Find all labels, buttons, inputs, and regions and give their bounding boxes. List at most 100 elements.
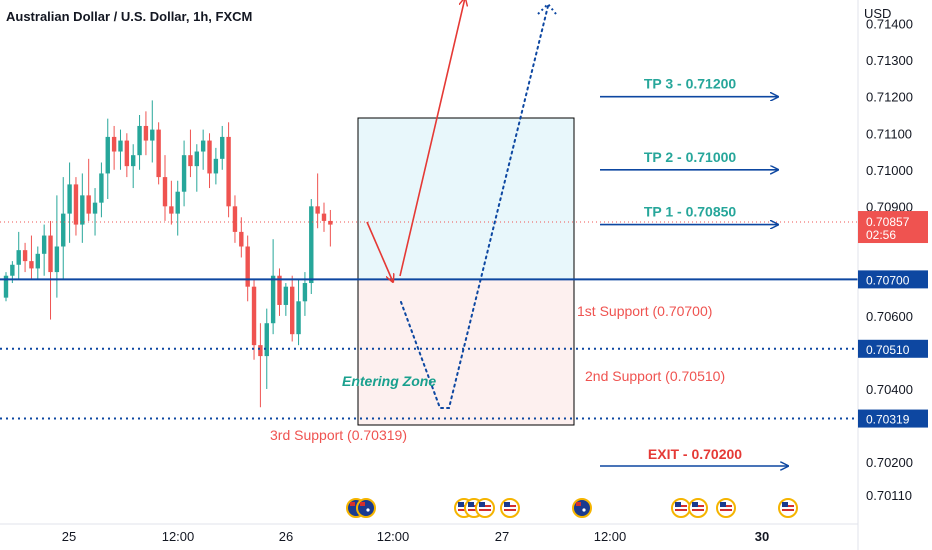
level-tag-label: 0.70319 [866, 413, 910, 427]
level-tag-label: 0.70510 [866, 343, 910, 357]
current-price-tag-value: 0.70857 [866, 215, 910, 229]
us-flag-icon [671, 498, 691, 518]
candle-body [194, 151, 199, 167]
candle-body [315, 206, 320, 214]
flag-stripe [479, 509, 491, 511]
au-flag-icon [572, 498, 592, 518]
candle-body [156, 129, 161, 178]
flag-stripe [720, 509, 732, 511]
candle-body [131, 155, 136, 167]
entering-zone-box [357, 278, 575, 426]
candle-body [290, 286, 295, 335]
candle-body [35, 253, 40, 269]
candle-body [239, 231, 244, 247]
candle-body [245, 246, 250, 287]
au-flag-icon [356, 498, 376, 518]
price-tick-label: 0.70200 [866, 455, 913, 470]
candle-body [302, 283, 308, 302]
candle-body [162, 177, 168, 207]
flag-union [360, 502, 365, 506]
candle-body [80, 195, 85, 225]
candle-body [207, 140, 212, 174]
candle-body [111, 136, 117, 152]
level-tag-bg [858, 270, 928, 289]
candle-body [220, 136, 225, 159]
us-flag-icon [475, 498, 495, 518]
candle-body [61, 213, 66, 247]
flag-union [350, 502, 355, 506]
flag-canton [720, 502, 726, 507]
candle-body [296, 301, 301, 335]
price-tick-label: 0.70600 [866, 309, 913, 324]
candle-body [328, 220, 333, 225]
current-price-tag-bg [858, 211, 928, 244]
time-tick-label: 26 [279, 529, 293, 544]
level-tag-bg [858, 339, 928, 358]
candle-body [118, 140, 123, 152]
price-tick-label: 0.70400 [866, 382, 913, 397]
flag-canton [458, 502, 464, 507]
event-marker-group[interactable] [671, 498, 736, 518]
time-tick-label: 12:00 [377, 529, 410, 544]
candle-body [67, 184, 72, 214]
entering-zone-label: Entering Zone [342, 373, 436, 389]
flag-canton [692, 502, 698, 507]
candle-body [22, 250, 28, 262]
event-marker-group[interactable] [572, 498, 592, 518]
us-flag-icon [688, 498, 708, 518]
price-tick-label: 0.71200 [866, 90, 913, 105]
candle-body [188, 155, 193, 167]
support1-label: 1st Support (0.70700) [577, 303, 712, 319]
candle-body [200, 140, 206, 152]
price-tick-label: 0.71400 [866, 17, 913, 32]
pullback-arrow [366, 221, 393, 282]
event-marker-group[interactable] [454, 498, 520, 518]
flag-canton [468, 502, 474, 507]
alternate-path-arrow [400, 5, 549, 409]
us-flag-icon [500, 498, 520, 518]
price-tick-label: 0.70900 [866, 199, 913, 214]
current-price-countdown: 02:56 [866, 228, 896, 242]
candle-body [73, 184, 79, 225]
candle-body [48, 235, 53, 273]
flag-star [366, 508, 370, 512]
flag-stripe [782, 509, 794, 511]
flag-stripe [468, 509, 480, 511]
flag-star [582, 508, 586, 512]
flag-canton [504, 502, 510, 507]
candle-body [124, 140, 130, 167]
flag-stripe [692, 509, 704, 511]
candle-body [226, 136, 231, 207]
candle-body [54, 246, 60, 273]
candle-body [264, 323, 269, 357]
candle-body [270, 275, 276, 324]
candle-body [137, 125, 142, 156]
candle-body [175, 191, 180, 214]
exit-label: EXIT - 0.70200 [648, 446, 742, 462]
price-tick-label: 0.70110 [866, 488, 912, 503]
target-zone-box [357, 117, 575, 280]
time-tick-label: 25 [62, 529, 76, 544]
candle-body [213, 158, 219, 174]
candle-body [143, 125, 149, 141]
event-marker-group[interactable] [778, 498, 798, 518]
flag-canton [675, 502, 681, 507]
time-tick-label: 27 [495, 529, 509, 544]
flag-stripe [458, 509, 470, 511]
candle-body [150, 129, 155, 141]
time-tick-label: 12:00 [594, 529, 627, 544]
tp2-label: TP 2 - 0.71000 [644, 149, 737, 165]
chart-title: Australian Dollar / U.S. Dollar, 1h, FXC… [6, 9, 253, 24]
candle-body [99, 173, 104, 203]
candle-body [86, 195, 91, 214]
candle-body [92, 202, 98, 214]
candle-body [321, 213, 327, 221]
tp3-label: TP 3 - 0.71200 [644, 76, 737, 92]
candle-body [41, 235, 47, 254]
candle-body [105, 136, 110, 174]
event-marker-group[interactable] [346, 498, 376, 518]
flag-stripe [504, 509, 516, 511]
price-tick-label: 0.71000 [866, 163, 913, 178]
candle-body [181, 155, 187, 192]
